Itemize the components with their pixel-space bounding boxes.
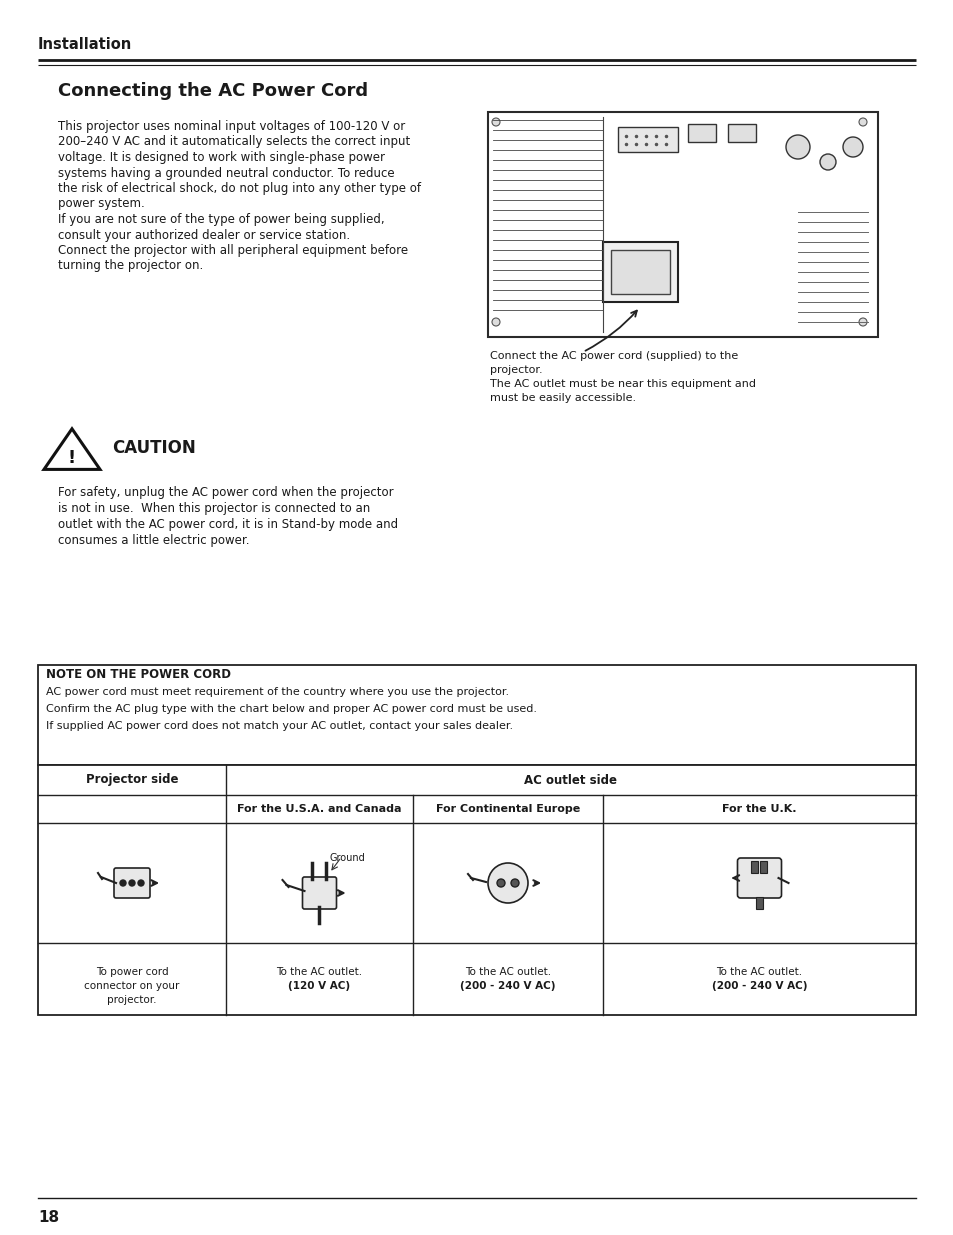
Circle shape (488, 863, 527, 903)
FancyBboxPatch shape (113, 868, 150, 898)
Text: (200 - 240 V AC): (200 - 240 V AC) (711, 981, 806, 990)
Text: To the AC outlet.: To the AC outlet. (276, 967, 362, 977)
Text: The AC outlet must be near this equipment and: The AC outlet must be near this equipmen… (490, 379, 755, 389)
Text: Installation: Installation (38, 37, 132, 52)
Text: Ground: Ground (330, 853, 365, 863)
Text: 200–240 V AC and it automatically selects the correct input: 200–240 V AC and it automatically select… (58, 136, 410, 148)
Text: systems having a grounded neutral conductor. To reduce: systems having a grounded neutral conduc… (58, 167, 395, 179)
Polygon shape (44, 429, 100, 469)
Circle shape (858, 317, 866, 326)
Circle shape (492, 317, 499, 326)
Bar (38, 664, 915, 764)
Text: NOTE ON THE POWER CORD: NOTE ON THE POWER CORD (46, 668, 231, 680)
Text: (120 V AC): (120 V AC) (288, 981, 350, 990)
Text: connector on your: connector on your (84, 981, 179, 990)
Text: Connecting the AC Power Cord: Connecting the AC Power Cord (58, 82, 368, 100)
Text: consumes a little electric power.: consumes a little electric power. (58, 534, 250, 547)
Text: If you are not sure of the type of power being supplied,: If you are not sure of the type of power… (58, 212, 384, 226)
FancyBboxPatch shape (302, 877, 336, 909)
Text: For the U.K.: For the U.K. (721, 804, 796, 814)
Text: For Continental Europe: For Continental Europe (436, 804, 579, 814)
Text: is not in use.  When this projector is connected to an: is not in use. When this projector is co… (58, 501, 370, 515)
FancyBboxPatch shape (737, 858, 781, 898)
Text: voltage. It is designed to work with single-phase power: voltage. It is designed to work with sin… (58, 151, 385, 164)
Text: 18: 18 (38, 1210, 59, 1225)
Bar (38, 764, 915, 1015)
Text: Projector side: Projector side (86, 773, 178, 787)
Text: AC power cord must meet requirement of the country where you use the projector.: AC power cord must meet requirement of t… (46, 687, 509, 697)
Bar (687, 124, 716, 142)
Circle shape (497, 879, 504, 887)
Circle shape (511, 879, 518, 887)
Text: To power cord: To power cord (95, 967, 168, 977)
Bar (618, 127, 678, 152)
Text: If supplied AC power cord does not match your AC outlet, contact your sales deal: If supplied AC power cord does not match… (46, 721, 513, 731)
Text: To the AC outlet.: To the AC outlet. (464, 967, 551, 977)
Circle shape (138, 881, 144, 885)
Bar (602, 242, 678, 303)
Bar (610, 249, 669, 294)
Circle shape (785, 135, 809, 159)
Text: power system.: power system. (58, 198, 145, 210)
Circle shape (820, 154, 835, 170)
Text: turning the projector on.: turning the projector on. (58, 259, 203, 273)
Text: the risk of electrical shock, do not plug into any other type of: the risk of electrical shock, do not plu… (58, 182, 420, 195)
Text: For safety, unplug the AC power cord when the projector: For safety, unplug the AC power cord whe… (58, 487, 394, 499)
Text: (200 - 240 V AC): (200 - 240 V AC) (459, 981, 556, 990)
Circle shape (858, 119, 866, 126)
Bar (727, 124, 755, 142)
Circle shape (492, 119, 499, 126)
Text: For the U.S.A. and Canada: For the U.S.A. and Canada (237, 804, 401, 814)
Circle shape (120, 881, 126, 885)
Text: Connect the AC power cord (supplied) to the: Connect the AC power cord (supplied) to … (490, 351, 738, 361)
Bar (751, 861, 758, 873)
Circle shape (129, 881, 135, 885)
Text: outlet with the AC power cord, it is in Stand-by mode and: outlet with the AC power cord, it is in … (58, 517, 397, 531)
Text: Confirm the AC plug type with the chart below and proper AC power cord must be u: Confirm the AC plug type with the chart … (46, 704, 537, 714)
Text: Connect the projector with all peripheral equipment before: Connect the projector with all periphera… (58, 245, 408, 257)
Bar (755, 897, 762, 909)
Bar (760, 861, 767, 873)
Text: projector.: projector. (107, 995, 156, 1005)
Text: This projector uses nominal input voltages of 100-120 V or: This projector uses nominal input voltag… (58, 120, 405, 133)
Text: CAUTION: CAUTION (112, 438, 195, 457)
Circle shape (842, 137, 862, 157)
Text: consult your authorized dealer or service station.: consult your authorized dealer or servic… (58, 228, 350, 242)
Text: projector.: projector. (490, 366, 542, 375)
Text: AC outlet side: AC outlet side (524, 773, 617, 787)
Bar (488, 112, 877, 337)
Text: must be easily accessible.: must be easily accessible. (490, 393, 636, 403)
Text: !: ! (68, 450, 76, 467)
Text: To the AC outlet.: To the AC outlet. (716, 967, 801, 977)
